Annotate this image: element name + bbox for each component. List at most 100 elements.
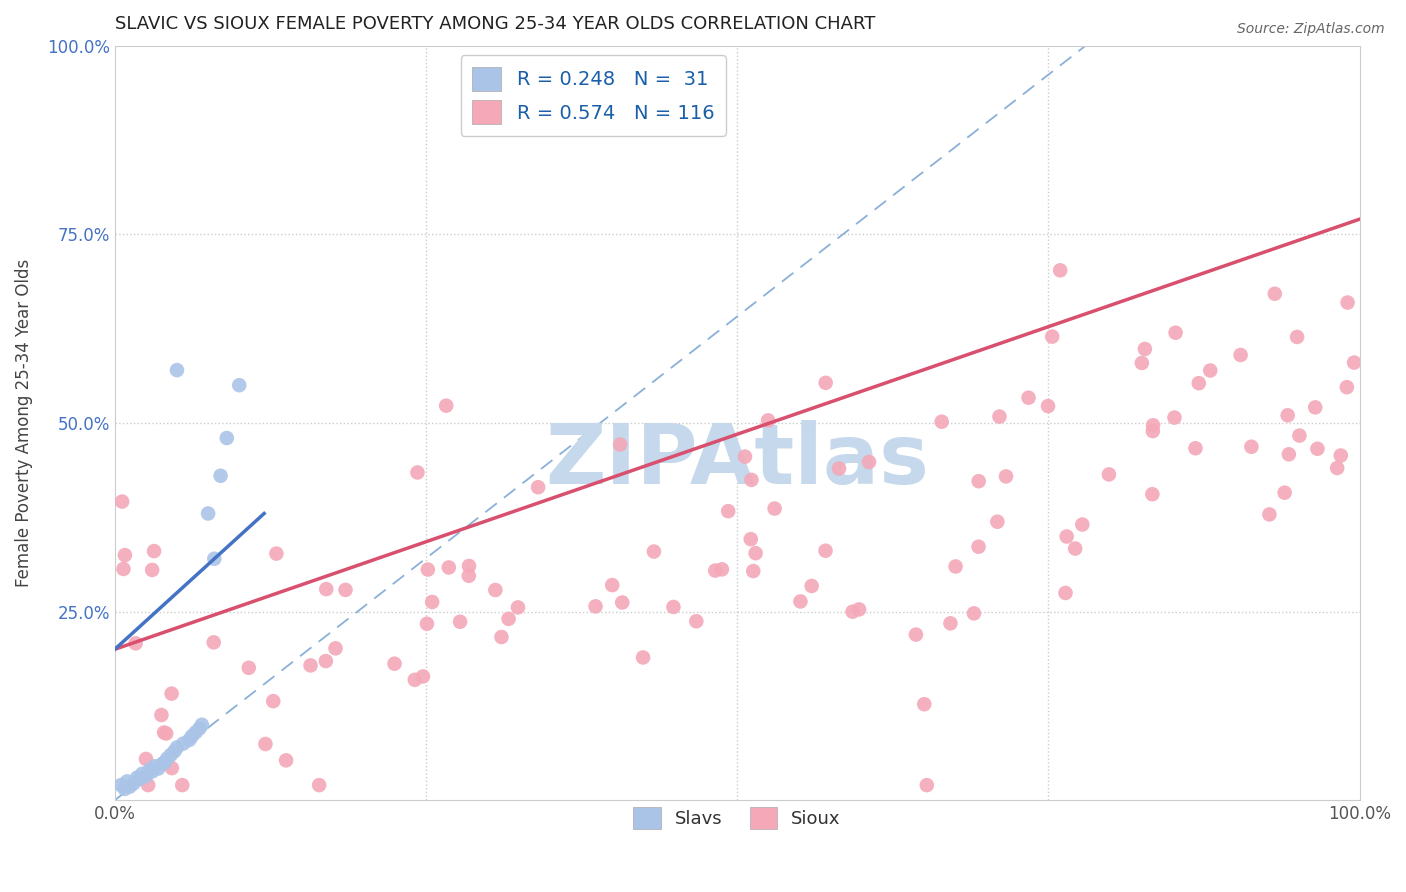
Point (160, 687, 183, 701)
Point (159, 747, 181, 762)
Point (308, 778, 330, 792)
Point (228, 378, 250, 392)
Point (114, 781, 136, 796)
Point (848, 602, 870, 616)
Point (160, 761, 183, 775)
Point (458, 558, 481, 573)
Point (143, 544, 166, 558)
Point (141, 563, 163, 577)
Point (1330, 449, 1353, 463)
Point (756, 413, 779, 427)
Point (115, 774, 138, 789)
Point (209, 468, 232, 483)
Point (1036, 399, 1059, 413)
Point (1056, 530, 1078, 544)
Point (202, 635, 225, 649)
Point (1018, 391, 1040, 405)
Point (789, 594, 811, 608)
Point (904, 627, 927, 641)
Point (1049, 263, 1071, 277)
Point (128, 772, 150, 786)
Point (420, 595, 443, 609)
Point (1142, 418, 1164, 433)
Point (274, 753, 297, 767)
Point (828, 461, 851, 475)
Point (153, 725, 176, 739)
Point (1286, 330, 1309, 344)
Point (416, 616, 439, 631)
Point (1184, 442, 1206, 456)
Point (1303, 401, 1326, 415)
Point (986, 515, 1008, 529)
Point (404, 673, 426, 687)
Point (136, 778, 159, 792)
Point (110, 778, 132, 792)
Point (506, 600, 529, 615)
Point (491, 630, 513, 644)
Point (124, 636, 146, 650)
Point (912, 697, 935, 711)
Point (600, 578, 623, 592)
Point (138, 763, 160, 777)
Point (710, 562, 733, 576)
Point (412, 669, 434, 683)
Text: SLAVIC VS SIOUX FEMALE POVERTY AMONG 25-34 YEAR OLDS CORRELATION CHART: SLAVIC VS SIOUX FEMALE POVERTY AMONG 25-… (115, 15, 875, 33)
Point (188, 722, 211, 736)
Point (1274, 485, 1296, 500)
Point (685, 614, 707, 628)
Point (988, 409, 1011, 424)
Point (153, 756, 176, 770)
Point (662, 599, 685, 614)
Point (434, 399, 457, 413)
Point (742, 564, 765, 578)
Point (1264, 286, 1286, 301)
Point (1040, 329, 1063, 343)
Point (166, 740, 188, 755)
Point (915, 778, 938, 792)
Point (1336, 380, 1358, 394)
Point (1278, 447, 1301, 461)
Point (1277, 409, 1299, 423)
Point (1199, 363, 1222, 377)
Point (141, 764, 163, 779)
Point (858, 455, 880, 469)
Point (315, 582, 337, 596)
Point (172, 778, 194, 792)
Point (527, 480, 550, 494)
Point (238, 661, 260, 675)
Point (967, 540, 990, 554)
Point (184, 725, 207, 739)
Point (191, 718, 214, 732)
Point (1306, 442, 1329, 456)
Point (1142, 487, 1164, 501)
Point (457, 569, 479, 583)
Point (1071, 517, 1094, 532)
Text: ZIPAtlas: ZIPAtlas (546, 420, 929, 501)
Point (1240, 440, 1263, 454)
Point (1326, 461, 1348, 475)
Point (963, 607, 986, 621)
Point (416, 563, 439, 577)
Point (262, 694, 284, 708)
Point (740, 473, 762, 487)
Point (1142, 424, 1164, 438)
Y-axis label: Female Poverty Among 25-34 Year Olds: Female Poverty Among 25-34 Year Olds (15, 259, 32, 587)
Point (931, 415, 953, 429)
Point (179, 732, 201, 747)
Point (1229, 348, 1251, 362)
Text: Source: ZipAtlas.com: Source: ZipAtlas.com (1237, 22, 1385, 37)
Point (335, 582, 357, 597)
Point (114, 548, 136, 562)
Point (484, 582, 506, 597)
Point (135, 752, 157, 766)
Point (315, 654, 337, 668)
Point (1288, 428, 1310, 442)
Point (172, 737, 194, 751)
Point (763, 501, 786, 516)
Point (437, 560, 460, 574)
Point (939, 616, 962, 631)
Point (406, 466, 429, 480)
Point (155, 726, 177, 740)
Point (143, 759, 166, 773)
Point (163, 744, 186, 758)
